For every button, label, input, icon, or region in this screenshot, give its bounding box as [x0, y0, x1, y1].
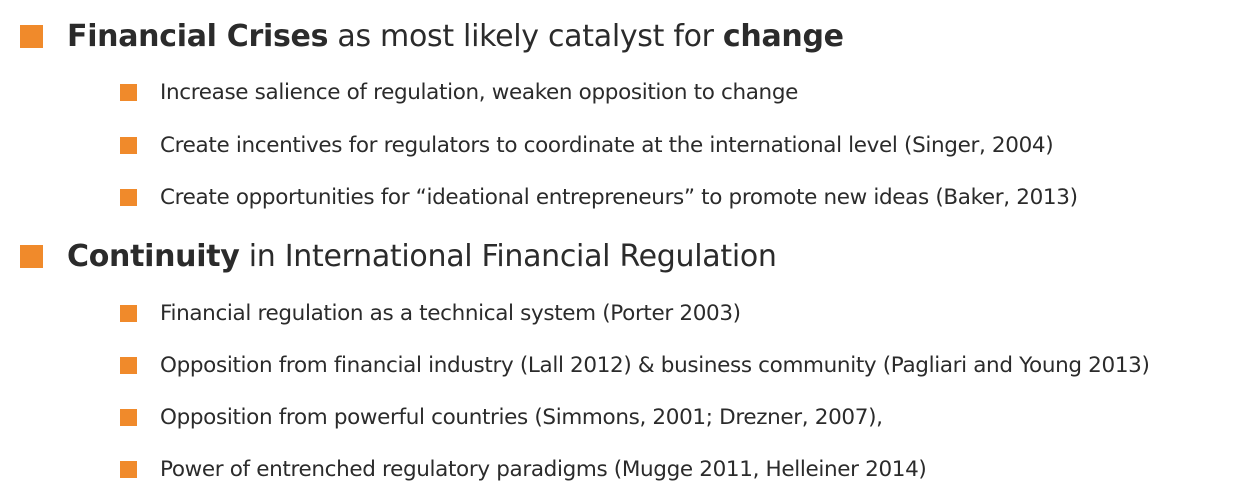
square-bullet-icon — [20, 244, 43, 268]
square-bullet-icon — [120, 83, 137, 101]
heading-bold-financial-crises: Financial Crises — [67, 18, 329, 54]
list-item-text: Opposition from powerful countries (Simm… — [160, 404, 883, 430]
list-item: Create opportunities for “ideational ent… — [120, 183, 1078, 211]
heading-text: Financial Crises as most likely catalyst… — [67, 19, 844, 54]
list-item-text: Create incentives for regulators to coor… — [160, 132, 1054, 158]
heading-middle-text: as most likely catalyst for — [328, 18, 723, 54]
square-bullet-icon — [120, 188, 137, 206]
list-item: Power of entrenched regulatory paradigms… — [120, 455, 927, 483]
list-item: Financial regulation as a technical syst… — [120, 299, 741, 327]
list-item-text: Create opportunities for “ideational ent… — [160, 184, 1078, 210]
heading-rest-text: in International Financial Regulation — [239, 238, 777, 274]
square-bullet-icon — [20, 24, 43, 48]
list-item-text: Increase salience of regulation, weaken … — [160, 79, 799, 105]
section-continuity-heading: Continuity in International Financial Re… — [20, 238, 777, 274]
square-bullet-icon — [120, 136, 137, 154]
heading-text: Continuity in International Financial Re… — [67, 239, 777, 274]
section-financial-crises-heading: Financial Crises as most likely catalyst… — [20, 18, 844, 54]
list-item: Opposition from powerful countries (Simm… — [120, 403, 883, 431]
list-item: Create incentives for regulators to coor… — [120, 131, 1054, 159]
heading-bold-change: change — [722, 18, 844, 54]
square-bullet-icon — [120, 304, 137, 322]
square-bullet-icon — [120, 460, 137, 478]
square-bullet-icon — [120, 356, 137, 374]
square-bullet-icon — [120, 408, 137, 426]
list-item: Opposition from financial industry (Lall… — [120, 351, 1150, 379]
list-item-text: Financial regulation as a technical syst… — [160, 300, 741, 326]
list-item-text: Opposition from financial industry (Lall… — [160, 352, 1150, 378]
list-item-text: Power of entrenched regulatory paradigms… — [160, 456, 927, 482]
list-item: Increase salience of regulation, weaken … — [120, 78, 798, 106]
heading-bold-continuity: Continuity — [67, 238, 240, 274]
